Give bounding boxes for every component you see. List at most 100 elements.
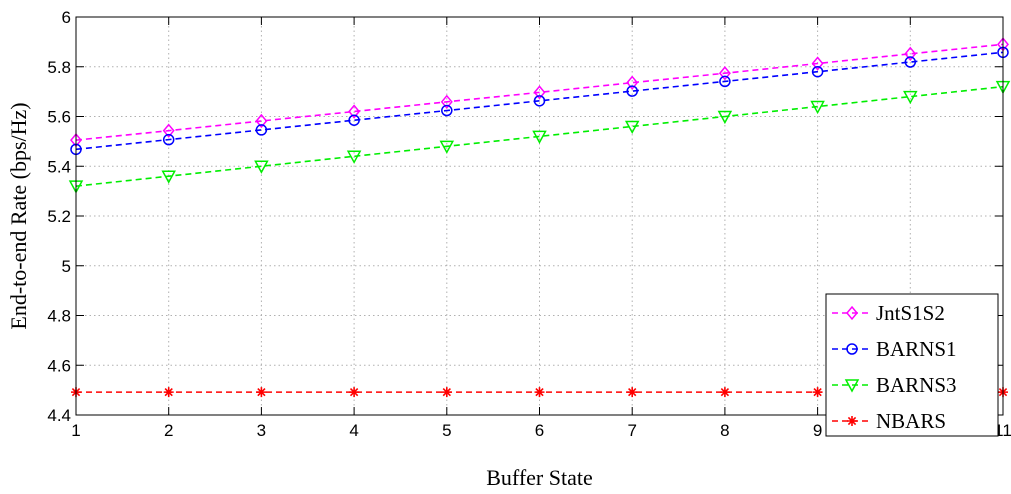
data-point-barns3	[717, 110, 733, 125]
diamond-marker-shape	[811, 56, 824, 71]
diamond-marker-shape	[718, 66, 731, 81]
data-point-nbars	[349, 387, 360, 398]
star-marker-shape	[349, 387, 360, 398]
x-axis-title: Buffer State	[486, 465, 593, 490]
data-point-nbars	[256, 387, 267, 398]
data-point-barns1	[811, 65, 824, 78]
triangle-marker-shape	[532, 130, 547, 144]
data-point-nbars	[627, 387, 638, 398]
legend-box	[825, 293, 999, 437]
diamond-marker-shape	[348, 104, 361, 119]
data-point-nbars	[534, 387, 545, 398]
data-point-barns3	[903, 90, 918, 105]
diamond-marker-shape	[162, 123, 175, 138]
diamond-marker-shape	[440, 94, 453, 109]
x-tick-label: 5	[442, 421, 451, 440]
data-point-barns3	[254, 160, 269, 174]
legend-marker-jnts1s2	[846, 305, 858, 321]
data-point-barns1	[162, 133, 175, 146]
data-point-barns3	[161, 170, 176, 184]
triangle-marker-shape	[254, 160, 269, 174]
data-point-jnts1s2	[626, 75, 639, 90]
y-tick-label: 5.4	[47, 157, 71, 176]
legend-marker-barns3	[844, 379, 860, 393]
diamond-marker-shape	[255, 113, 268, 129]
data-point-barns1	[255, 124, 268, 136]
star-marker-shape	[847, 416, 857, 426]
diamond-marker-shape	[626, 75, 639, 90]
y-tick-label: 4.4	[47, 406, 71, 425]
data-point-barns3	[346, 150, 362, 164]
y-tick-label: 5	[62, 257, 71, 276]
series-jnts1s2	[70, 37, 1009, 148]
x-tick-label: 1	[71, 421, 80, 440]
series-barns3	[68, 80, 1011, 194]
data-point-barns3	[624, 120, 640, 135]
circle-marker-shape	[255, 124, 268, 136]
data-point-jnts1s2	[348, 104, 361, 119]
triangle-marker-shape	[717, 110, 733, 125]
series-line-jnts1s2	[75, 43, 1004, 141]
legend-marker-barns1	[846, 343, 858, 355]
y-axis-title: End-to-end Rate (bps/Hz)	[6, 102, 31, 329]
triangle-marker-shape	[439, 140, 455, 154]
circle-marker-shape	[162, 133, 175, 146]
star-marker-shape	[256, 387, 267, 398]
circle-marker-shape	[719, 75, 731, 88]
legend-label-barns3: BARNS3	[876, 373, 957, 397]
star-marker-shape	[163, 387, 174, 398]
data-point-jnts1s2	[811, 56, 824, 71]
data-point-barns1	[904, 56, 917, 68]
diamond-marker-shape	[904, 46, 917, 61]
legend: JntS1S2 BARNS1 BARNS3 NBARS	[825, 293, 999, 437]
series-barns1	[70, 46, 1009, 156]
triangle-marker-shape	[903, 90, 918, 105]
y-tick-label: 6	[62, 8, 71, 27]
star-marker-shape	[627, 387, 638, 398]
legend-label-jnts1s2: JntS1S2	[876, 301, 945, 325]
x-tick-label: 9	[813, 421, 822, 440]
x-tick-label: 7	[627, 421, 636, 440]
grid-lines	[76, 17, 1003, 415]
legend-label-barns1: BARNS1	[876, 337, 957, 361]
legend-marker-nbars	[847, 416, 857, 426]
x-tick-label: 8	[720, 421, 729, 440]
data-point-nbars	[163, 387, 174, 398]
legend-item-jnts1s2: JntS1S2	[832, 301, 945, 325]
y-tick-label: 4.8	[47, 307, 71, 326]
x-tick-label: 3	[257, 421, 266, 440]
diamond-marker-shape	[533, 85, 546, 100]
y-tick-label: 4.6	[47, 356, 71, 375]
data-point-jnts1s2	[718, 66, 731, 81]
data-point-barns1	[719, 75, 731, 88]
data-point-nbars	[441, 387, 452, 398]
data-point-nbars	[812, 387, 823, 398]
series-layer	[68, 37, 1011, 398]
data-point-jnts1s2	[162, 123, 175, 138]
x-tick-label: 2	[164, 421, 173, 440]
star-marker-shape	[441, 387, 452, 398]
y-tick-label: 5.2	[47, 207, 71, 226]
legend-item-nbars: NBARS	[832, 409, 946, 433]
data-point-barns3	[810, 100, 825, 115]
data-point-barns1	[626, 85, 638, 97]
data-point-barns3	[532, 130, 547, 144]
triangle-marker-shape	[624, 120, 640, 135]
circle-marker-shape	[626, 85, 638, 97]
star-marker-shape	[534, 387, 545, 398]
y-tick-label: 5.6	[47, 108, 71, 127]
star-marker-shape	[719, 387, 730, 398]
circle-marker-shape	[811, 65, 824, 78]
data-point-barns1	[533, 95, 546, 107]
data-point-barns3	[439, 140, 455, 154]
circle-marker-shape	[441, 104, 453, 117]
legend-item-barns3: BARNS3	[832, 373, 957, 397]
y-tick-label: 5.8	[47, 58, 71, 77]
x-tick-label: 4	[349, 421, 358, 440]
triangle-marker-shape	[346, 150, 362, 164]
data-point-nbars	[719, 387, 730, 398]
circle-marker-shape	[846, 343, 858, 355]
legend-item-barns1: BARNS1	[832, 337, 957, 361]
circle-marker-shape	[348, 114, 360, 126]
